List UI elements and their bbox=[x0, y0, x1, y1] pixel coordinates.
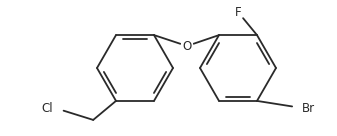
Text: Br: Br bbox=[302, 101, 315, 115]
Text: Cl: Cl bbox=[41, 101, 53, 115]
Text: O: O bbox=[182, 39, 192, 52]
Text: F: F bbox=[235, 5, 241, 18]
